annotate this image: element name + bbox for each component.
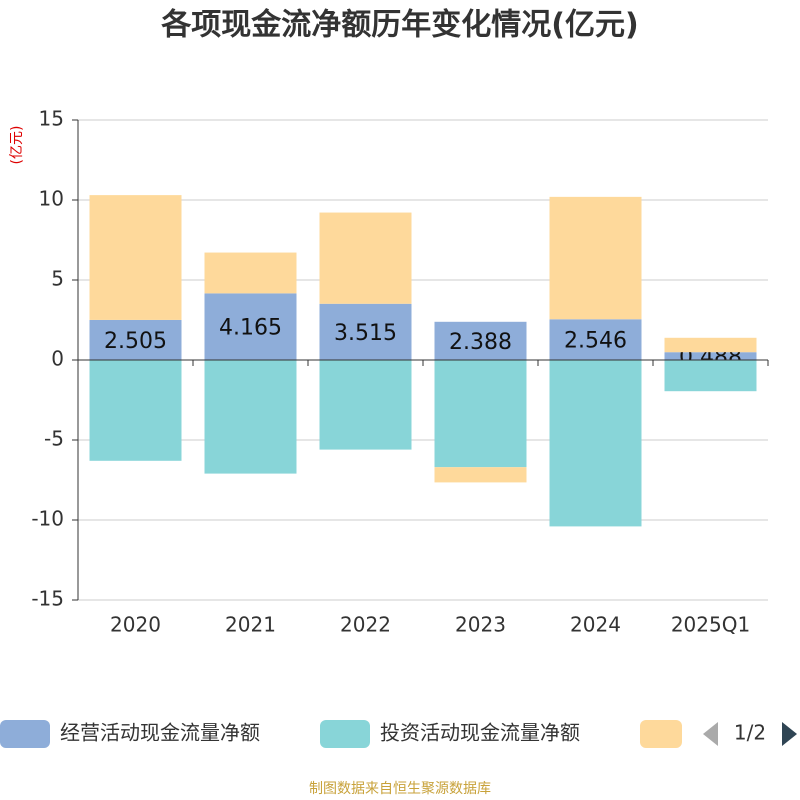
bar [434,467,527,483]
bar [89,319,182,360]
bar [89,360,182,461]
x-tick-label: 2025Q1 [671,613,750,637]
data-label: 4.165 [219,316,282,341]
bar [434,360,527,468]
legend-swatch [640,720,682,748]
legend-swatch [320,720,370,748]
y-axis-label: (亿元) [9,126,25,165]
y-tick-label: -10 [31,507,64,531]
bar [664,360,757,392]
y-tick-label: 5 [51,267,64,291]
legend-label: 投资活动现金流量净额 [380,721,580,745]
data-label: 2.388 [449,330,512,355]
bar [664,337,757,353]
legend-page: 1/2 [734,721,766,745]
legend-next[interactable] [782,722,797,746]
y-tick-label: 10 [39,187,64,211]
data-label: 2.546 [564,329,627,354]
y-tick-label: 0 [51,347,64,371]
bar [319,303,412,360]
bar [549,319,642,360]
bar [204,252,297,294]
bar [319,212,412,304]
legend-label: 经营活动现金流量净额 [60,721,260,745]
source: 制图数据来自恒生聚源数据库 [309,781,491,797]
y-tick-label: 15 [39,107,64,131]
x-tick-label: 2023 [455,613,506,637]
x-tick-label: 2024 [570,613,621,637]
bar [549,196,642,320]
x-tick-label: 2022 [340,613,391,637]
x-tick-label: 2021 [225,613,276,637]
legend-swatch [0,720,50,748]
bar [204,293,297,360]
y-tick-label: -15 [31,587,64,611]
bar [434,321,527,360]
bar [319,360,412,450]
x-tick-label: 2020 [110,613,161,637]
bar [204,360,297,474]
bar [549,360,642,527]
legend-prev[interactable] [703,722,718,746]
data-label: 3.515 [334,321,397,346]
bar [89,195,182,320]
data-label: 2.505 [104,329,167,354]
bar [664,352,757,360]
y-tick-label: -5 [44,427,64,451]
chart-title: 各项现金流净额历年变化情况(亿元) [160,8,638,43]
